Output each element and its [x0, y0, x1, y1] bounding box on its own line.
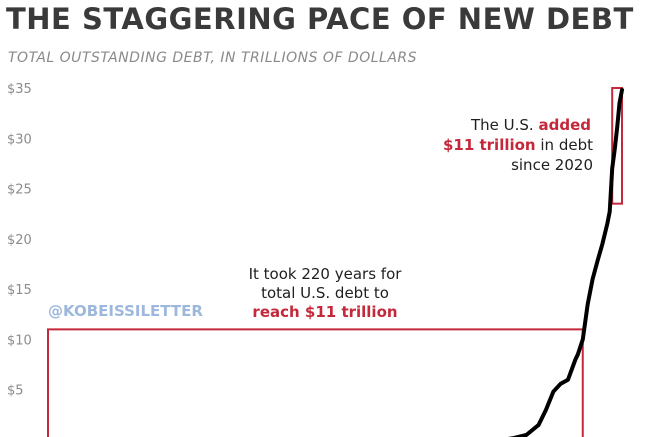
y-tick-label: $35 — [7, 82, 32, 97]
annotation-mid-line3: reach $11 trillion — [252, 303, 397, 321]
highlight-box-1 — [47, 328, 584, 437]
y-tick-label: $25 — [7, 183, 32, 198]
y-tick-label: $5 — [7, 384, 24, 399]
y-tick-label: $15 — [7, 283, 32, 298]
y-tick-label: $10 — [7, 333, 32, 348]
highlight-boxes — [47, 87, 624, 437]
annotation-top-line1: The U.S. added — [470, 116, 591, 134]
watermark: @KOBEISSILETTER — [48, 302, 203, 320]
chart-title: THE STAGGERING PACE OF NEW DEBT — [6, 2, 634, 36]
y-tick-label: $30 — [7, 132, 32, 147]
annotation-top-line3: since 2020 — [511, 156, 593, 174]
series-line-total-debt — [507, 88, 624, 437]
chart-subtitle: TOTAL OUTSTANDING DEBT, IN TRILLIONS OF … — [8, 50, 418, 66]
annotation-mid-line2: total U.S. debt to — [261, 284, 389, 302]
y-tick-label: $20 — [7, 233, 32, 248]
highlight-box-2 — [611, 87, 624, 205]
annotation-top-line2: $11 trillion in debt — [443, 136, 593, 154]
annotation-mid-line1: It took 220 years for — [249, 265, 403, 283]
y-axis-ticks: $5 $10 $15 $20 $25 $30 $35 — [7, 82, 32, 399]
